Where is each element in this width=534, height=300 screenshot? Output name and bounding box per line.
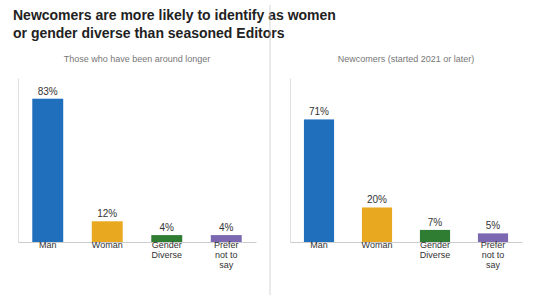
y-axis xyxy=(18,79,19,243)
y-axis xyxy=(290,79,291,243)
x-axis: Man Woman GenderDiverse Prefernot tosay xyxy=(291,240,523,270)
y-axis-line xyxy=(290,79,291,243)
data-label: 4% xyxy=(219,222,234,233)
panel: Newcomers (started 2021 or later)71%20%7… xyxy=(291,54,523,270)
data-label: 83% xyxy=(38,86,58,97)
data-labels: 83% 12% 4% 4% xyxy=(38,86,234,233)
x-tick: Woman xyxy=(92,240,123,250)
x-tick-label: GenderDiverse xyxy=(151,240,182,260)
x-tick-label: Woman xyxy=(362,240,393,250)
subtitle: Newcomers (started 2021 or later) xyxy=(338,54,475,64)
data-label: 20% xyxy=(367,194,387,205)
x-axis: Man Woman GenderDiverse Prefernot tosay xyxy=(19,240,257,270)
y-axis-line xyxy=(18,79,19,243)
x-tick: Man xyxy=(39,240,57,250)
bar xyxy=(92,221,123,242)
x-tick-label: Prefernot tosay xyxy=(481,240,506,270)
x-tick: Prefernot tosay xyxy=(214,240,239,270)
subtitle: Those who have been around longer xyxy=(64,54,211,64)
x-tick: Prefernot tosay xyxy=(481,240,506,270)
bar xyxy=(362,207,392,242)
bar xyxy=(304,119,334,242)
divider xyxy=(270,5,271,295)
x-tick: Man xyxy=(310,240,328,250)
x-tick-label: Woman xyxy=(92,240,123,250)
x-tick: GenderDiverse xyxy=(420,240,451,260)
x-tick: Woman xyxy=(362,240,393,250)
chart: Newcomers are more likely to identify as… xyxy=(0,0,534,300)
panel: Those who have been around longer 83% 12% 4… xyxy=(19,54,257,270)
x-tick-label: Man xyxy=(310,240,328,250)
x-tick-label: Man xyxy=(39,240,57,250)
bars xyxy=(304,119,508,242)
x-tick: GenderDiverse xyxy=(151,240,182,260)
x-tick-label: Prefernot tosay xyxy=(214,240,239,270)
bars xyxy=(32,99,241,242)
data-label: 71% xyxy=(309,106,329,117)
data-label: 7% xyxy=(428,217,443,228)
bar xyxy=(32,99,63,242)
x-tick-label: GenderDiverse xyxy=(420,240,451,260)
data-labels: 71% 20% 7% 5% xyxy=(309,106,500,231)
data-label: 5% xyxy=(486,220,501,231)
data-label: 4% xyxy=(160,222,175,233)
title: Newcomers are more likely to identify as… xyxy=(13,7,336,41)
data-label: 12% xyxy=(97,208,117,219)
